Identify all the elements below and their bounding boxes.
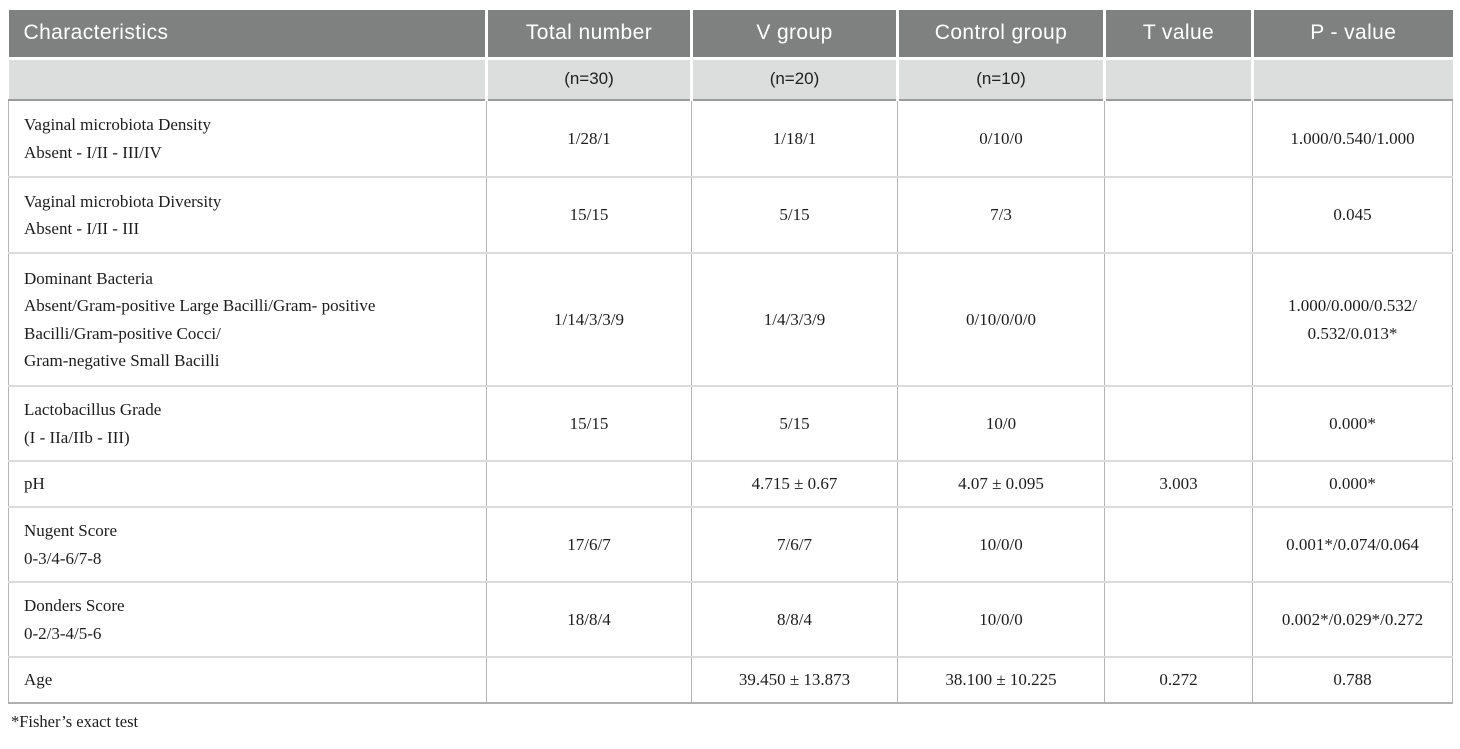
cell-t-value [1104,582,1253,658]
header-cell-total-number: Total number [486,10,693,60]
header-cell-p-value: P - value [1252,10,1453,60]
cell-characteristic: pH [8,461,487,508]
cell-p-value: 0.000* [1252,461,1453,508]
cell-characteristic: Vaginal microbiota Density Absent - I/II… [8,100,487,178]
cell-p-value: 0.001*/0.074/0.064 [1252,507,1453,583]
cell-t-value [1104,100,1253,178]
cell-p-value: 1.000/0.540/1.000 [1252,100,1453,178]
cell-total-number: 1/28/1 [486,100,692,178]
cell-control-group: 10/0 [897,386,1105,462]
cell-t-value [1104,177,1253,254]
table-row: Nugent Score 0-3/4-6/7-8 17/6/7 7/6/7 10… [8,507,1453,583]
table-row: Dominant Bacteria Absent/Gram-positive L… [8,253,1453,387]
table-row: Donders Score 0-2/3-4/5-6 18/8/4 8/8/4 1… [8,582,1453,658]
cell-v-group: 1/18/1 [691,100,898,178]
cell-p-value: 1.000/0.000/0.532/ 0.532/0.013* [1252,253,1453,387]
subheader-cell-v-group: (n=20) [691,58,899,101]
cell-total-number [486,461,692,508]
subheader-cell-p-value [1252,58,1453,101]
cell-control-group: 38.100 ± 10.225 [897,657,1105,704]
cell-total-number: 15/15 [486,177,692,254]
cell-p-value: 0.000* [1252,386,1453,462]
cell-v-group: 5/15 [691,177,898,254]
cell-t-value: 3.003 [1104,461,1253,508]
cell-control-group: 0/10/0/0/0 [897,253,1105,387]
characteristics-table: Characteristics Total number V group Con… [8,10,1453,704]
cell-p-value: 0.002*/0.029*/0.272 [1252,582,1453,658]
table-row: Vaginal microbiota Diversity Absent - I/… [8,177,1453,254]
cell-control-group: 10/0/0 [897,582,1105,658]
cell-v-group: 1/4/3/3/9 [691,253,898,387]
cell-control-group: 10/0/0 [897,507,1105,583]
header-cell-control-group: Control group [897,10,1106,60]
header-cell-characteristics: Characteristics [8,10,488,60]
subheader-cell-control-group: (n=10) [897,58,1106,101]
cell-t-value [1104,386,1253,462]
cell-t-value [1104,507,1253,583]
cell-total-number: 1/14/3/3/9 [486,253,692,387]
header-cell-t-value: T value [1104,10,1254,60]
cell-control-group: 7/3 [897,177,1105,254]
cell-v-group: 7/6/7 [691,507,898,583]
cell-v-group: 4.715 ± 0.67 [691,461,898,508]
table-subheader-row: (n=30) (n=20) (n=10) [8,58,1453,101]
cell-control-group: 4.07 ± 0.095 [897,461,1105,508]
table-row: Vaginal microbiota Density Absent - I/II… [8,100,1453,178]
table-row: pH 4.715 ± 0.67 4.07 ± 0.095 3.003 0.000… [8,461,1453,508]
subheader-cell-total-number: (n=30) [486,58,693,101]
cell-p-value: 0.045 [1252,177,1453,254]
cell-p-value: 0.788 [1252,657,1453,704]
table-row: Age 39.450 ± 13.873 38.100 ± 10.225 0.27… [8,657,1453,704]
cell-characteristic: Vaginal microbiota Diversity Absent - I/… [8,177,487,254]
cell-v-group: 39.450 ± 13.873 [691,657,898,704]
table-footnote: *Fisher’s exact test [11,712,139,731]
cell-total-number: 17/6/7 [486,507,692,583]
cell-characteristic: Age [8,657,487,704]
cell-t-value: 0.272 [1104,657,1253,704]
table-header-row: Characteristics Total number V group Con… [8,10,1453,60]
cell-characteristic: Donders Score 0-2/3-4/5-6 [8,582,487,658]
cell-v-group: 8/8/4 [691,582,898,658]
cell-characteristic: Lactobacillus Grade (I - IIa/IIb - III) [8,386,487,462]
cell-characteristic: Dominant Bacteria Absent/Gram-positive L… [8,253,487,387]
cell-characteristic: Nugent Score 0-3/4-6/7-8 [8,507,487,583]
header-cell-v-group: V group [691,10,899,60]
subheader-cell-t-value [1104,58,1254,101]
cell-total-number: 15/15 [486,386,692,462]
cell-t-value [1104,253,1253,387]
subheader-cell-characteristics [8,58,488,101]
cell-total-number [486,657,692,704]
cell-control-group: 0/10/0 [897,100,1105,178]
cell-total-number: 18/8/4 [486,582,692,658]
cell-v-group: 5/15 [691,386,898,462]
table-row: Lactobacillus Grade (I - IIa/IIb - III) … [8,386,1453,462]
